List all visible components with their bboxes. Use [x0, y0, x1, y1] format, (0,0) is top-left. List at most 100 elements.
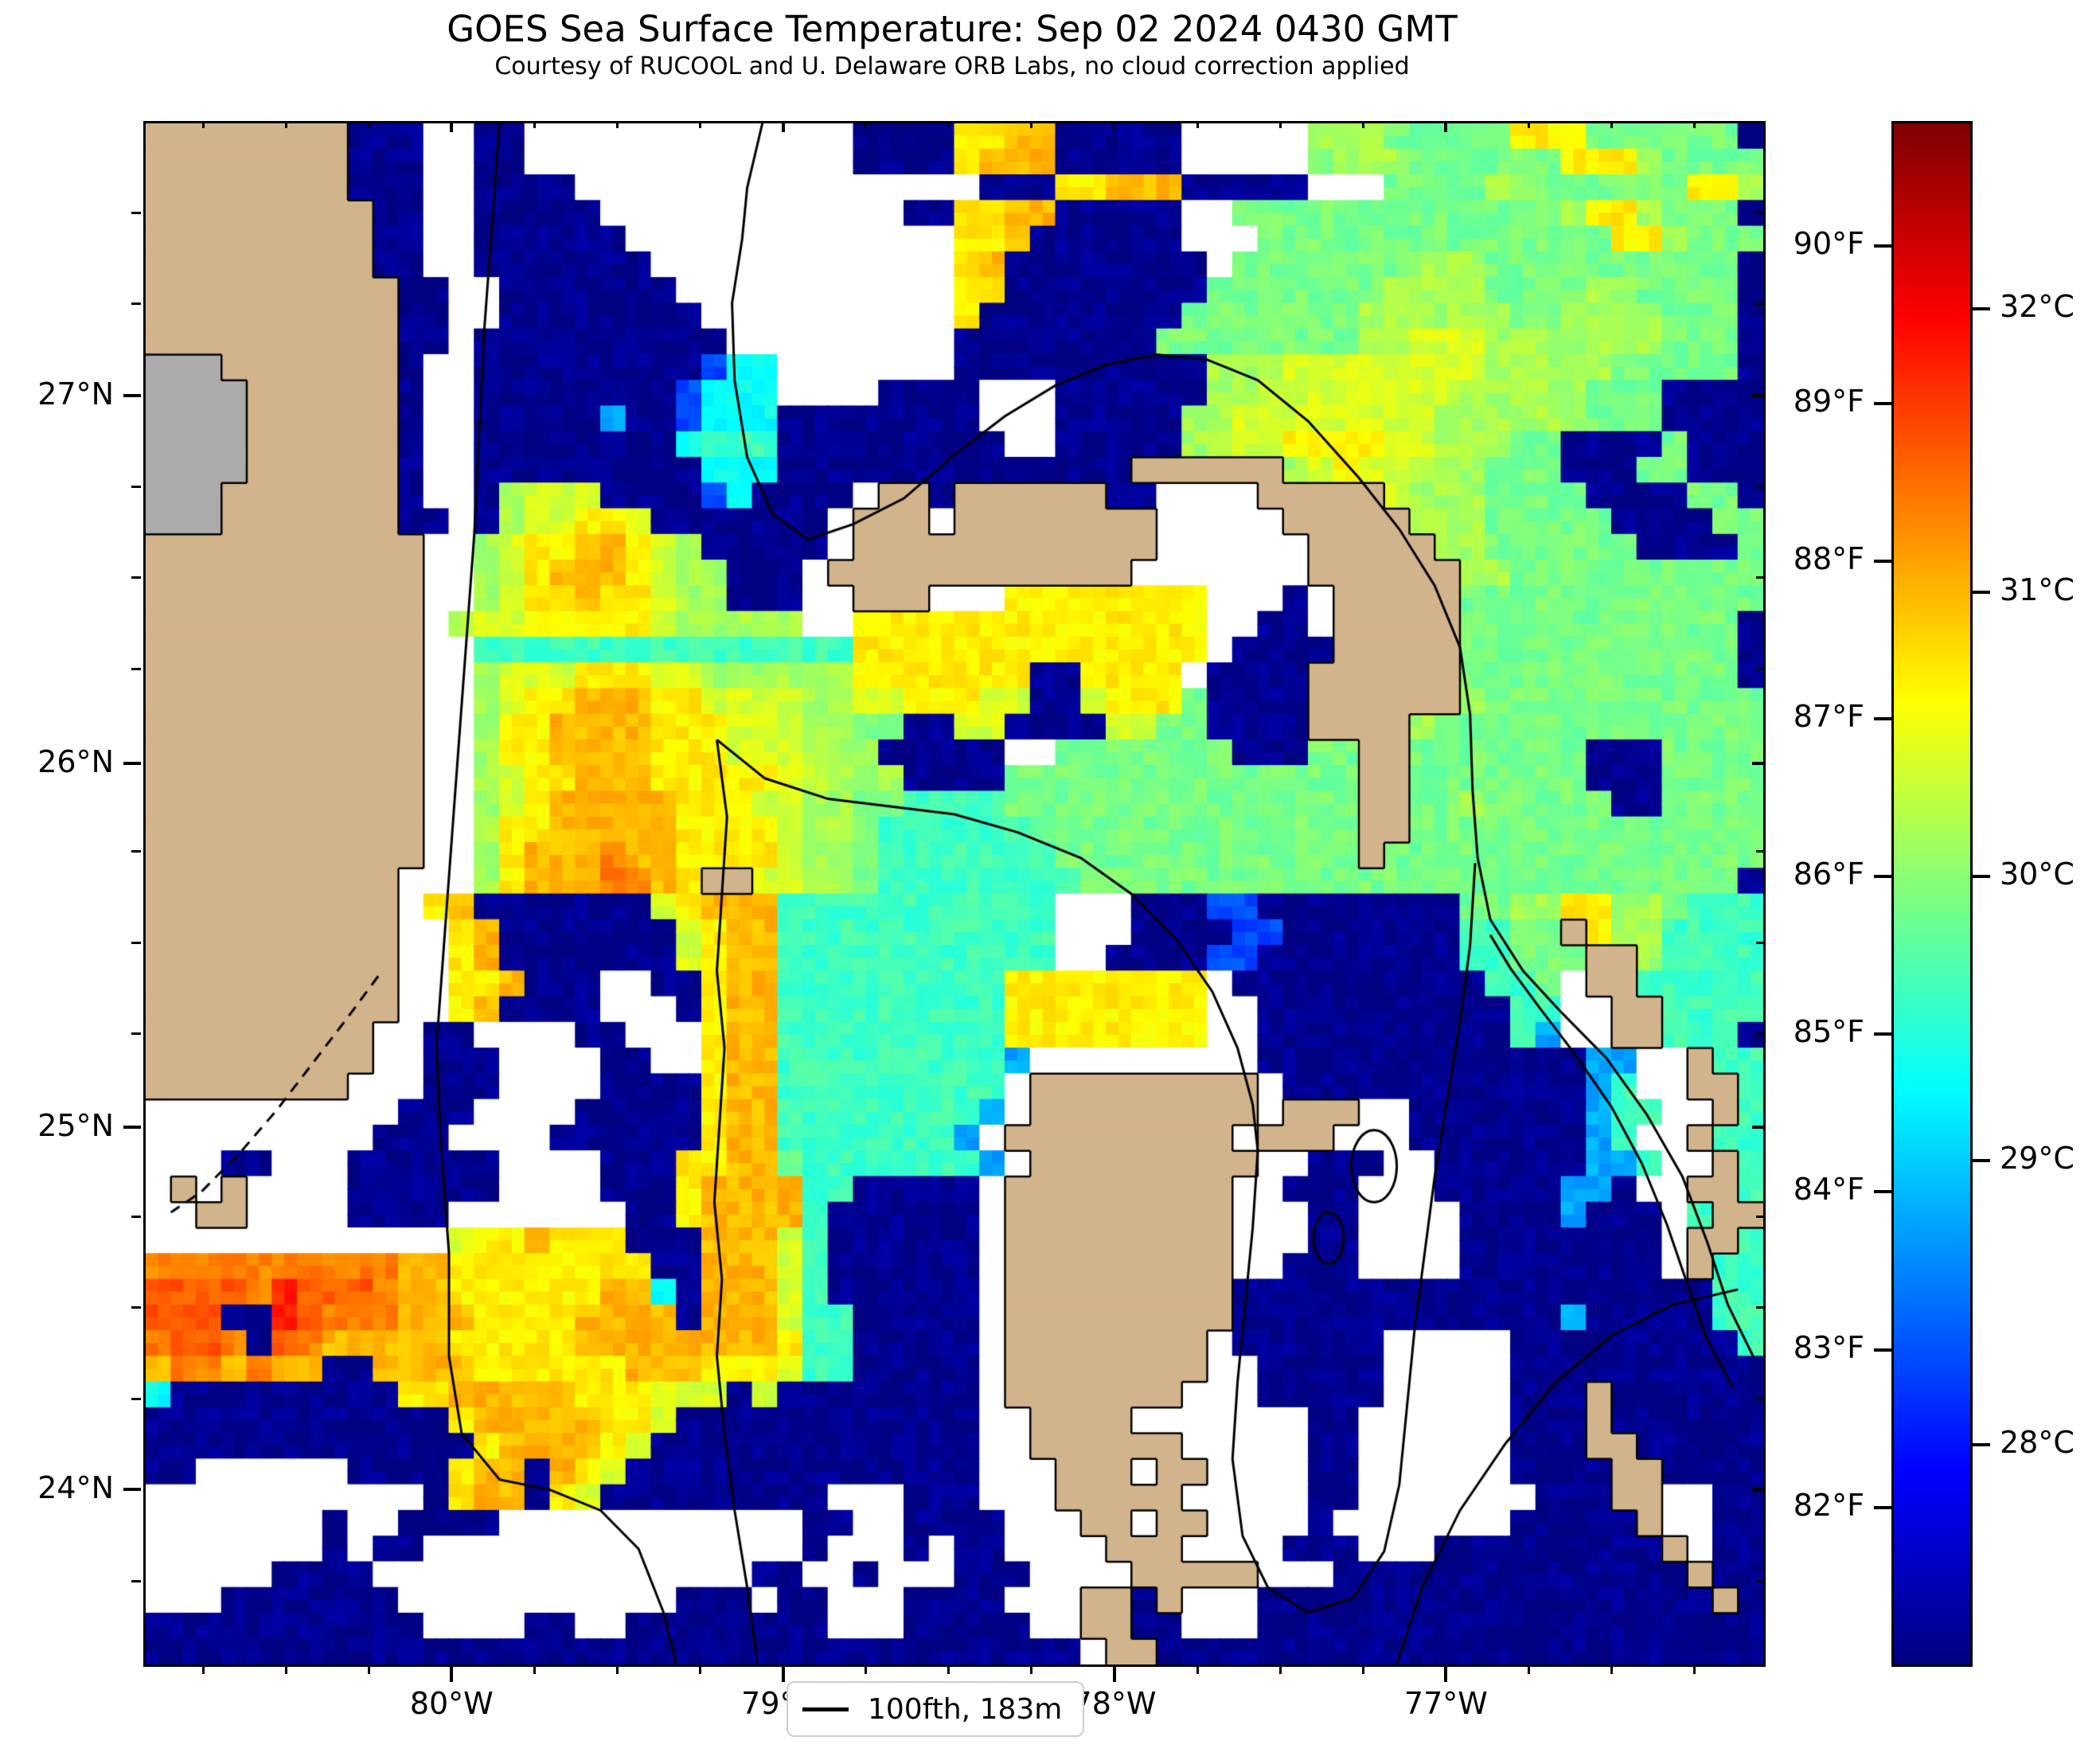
colorbar-c-tick — [1973, 306, 1990, 310]
y-minor-tick — [131, 667, 141, 670]
y-minor-tick-right-inward — [1756, 1580, 1763, 1583]
colorbar-f-label: 85°F — [1793, 1014, 1864, 1050]
colorbar-f-label: 84°F — [1793, 1172, 1864, 1208]
colorbar-c-label: 29°C — [2000, 1140, 2075, 1176]
x-major-tick — [1113, 1664, 1116, 1682]
colorbar-c-label: 32°C — [2000, 288, 2075, 324]
legend-label: 100fth, 183m — [868, 1692, 1063, 1726]
x-minor-tick-top-inward — [1610, 121, 1614, 128]
x-minor-tick — [533, 1664, 536, 1674]
page-title: GOES Sea Surface Temperature: Sep 02 202… — [447, 8, 1458, 50]
x-minor-tick-top-inward — [699, 121, 702, 128]
y-minor-tick — [131, 1215, 141, 1218]
x-minor-tick-top-inward — [201, 121, 205, 128]
y-minor-tick — [131, 576, 141, 580]
y-minor-tick-right-inward — [1756, 941, 1763, 944]
y-tick-label: 27°N — [37, 376, 114, 412]
x-minor-tick — [1361, 1664, 1364, 1674]
x-minor-tick — [1030, 1664, 1033, 1674]
isobath-line-sample — [802, 1707, 849, 1711]
x-tick-label: 80°W — [409, 1686, 494, 1721]
y-major-tick — [123, 1488, 141, 1492]
y-major-tick-right-inward — [1752, 1126, 1763, 1130]
x-major-tick — [781, 1664, 785, 1682]
x-minor-tick-top-inward — [1528, 121, 1531, 128]
y-minor-tick — [131, 1580, 141, 1583]
page-subtitle: Courtesy of RUCOOL and U. Delaware ORB L… — [494, 53, 1410, 80]
colorbar-f-label: 88°F — [1793, 540, 1864, 576]
y-minor-tick-right-inward — [1756, 211, 1763, 214]
map-plot-area — [143, 121, 1766, 1667]
colorbar-f-label: 82°F — [1793, 1487, 1864, 1523]
x-major-tick-top-inward — [1113, 121, 1116, 132]
y-minor-tick-right-inward — [1756, 576, 1763, 580]
colorbar-c-label: 31°C — [2000, 572, 2075, 608]
sst-heatmap-canvas — [146, 123, 1763, 1664]
x-major-tick — [450, 1664, 454, 1682]
x-minor-tick-top-inward — [1030, 121, 1033, 128]
y-minor-tick-right-inward — [1756, 1032, 1763, 1036]
colorbar-f-label: 83°F — [1793, 1329, 1864, 1365]
colorbar-f-label: 87°F — [1793, 699, 1864, 735]
x-minor-tick — [201, 1664, 205, 1674]
x-minor-tick — [615, 1664, 619, 1674]
colorbar-f-label: 86°F — [1793, 857, 1864, 892]
colorbar-f-tick — [1874, 401, 1891, 405]
y-minor-tick — [131, 302, 141, 306]
y-major-tick-right-inward — [1752, 393, 1763, 397]
y-minor-tick — [131, 1032, 141, 1036]
y-major-tick — [123, 1126, 141, 1130]
y-minor-tick — [131, 211, 141, 214]
colorbar-f-label: 89°F — [1793, 383, 1864, 419]
y-minor-tick-right-inward — [1756, 1397, 1763, 1400]
x-tick-label: 77°W — [1403, 1686, 1488, 1721]
x-minor-tick — [1693, 1664, 1696, 1674]
colorbar-c-tick — [1973, 1158, 1990, 1162]
x-major-tick-top-inward — [1444, 121, 1448, 132]
x-major-tick — [1444, 1664, 1448, 1682]
colorbar-f-tick — [1874, 875, 1891, 879]
x-minor-tick — [1278, 1664, 1282, 1674]
x-minor-tick — [947, 1664, 950, 1674]
colorbar-c-label: 30°C — [2000, 857, 2075, 892]
y-minor-tick-right-inward — [1756, 850, 1763, 853]
colorbar — [1891, 121, 1973, 1667]
colorbar-f-tick — [1874, 559, 1891, 563]
y-minor-tick-right-inward — [1756, 302, 1763, 306]
y-major-tick — [123, 762, 141, 766]
colorbar-f-tick — [1874, 244, 1891, 248]
map-legend: 100fth, 183m — [787, 1681, 1085, 1737]
y-major-tick-right-inward — [1752, 1488, 1763, 1492]
y-minor-tick-right-inward — [1756, 667, 1763, 670]
x-minor-tick — [367, 1664, 370, 1674]
x-minor-tick — [865, 1664, 868, 1674]
y-minor-tick-right-inward — [1756, 485, 1763, 488]
y-tick-label: 25°N — [37, 1108, 114, 1144]
x-minor-tick-top-inward — [1196, 121, 1199, 128]
x-minor-tick — [1196, 1664, 1199, 1674]
x-minor-tick — [1610, 1664, 1614, 1674]
colorbar-c-tick — [1973, 875, 1990, 879]
colorbar-f-tick — [1874, 1032, 1891, 1036]
x-minor-tick-top-inward — [284, 121, 287, 128]
y-tick-label: 26°N — [37, 744, 114, 780]
y-minor-tick-right-inward — [1756, 1306, 1763, 1309]
x-minor-tick-top-inward — [615, 121, 619, 128]
y-minor-tick — [131, 941, 141, 944]
x-major-tick-top-inward — [450, 121, 454, 132]
x-minor-tick-top-inward — [865, 121, 868, 128]
x-minor-tick-top-inward — [367, 121, 370, 128]
x-minor-tick — [699, 1664, 702, 1674]
y-tick-label: 24°N — [37, 1470, 114, 1506]
colorbar-c-tick — [1973, 1442, 1990, 1446]
x-minor-tick-top-inward — [1693, 121, 1696, 128]
y-minor-tick — [131, 850, 141, 853]
x-minor-tick-top-inward — [1278, 121, 1282, 128]
x-tick-label: 78°W — [1072, 1686, 1157, 1721]
x-minor-tick-top-inward — [533, 121, 536, 128]
x-minor-tick — [1528, 1664, 1531, 1674]
colorbar-c-label: 28°C — [2000, 1424, 2075, 1460]
colorbar-f-label: 90°F — [1793, 225, 1864, 261]
colorbar-f-tick — [1874, 1505, 1891, 1509]
